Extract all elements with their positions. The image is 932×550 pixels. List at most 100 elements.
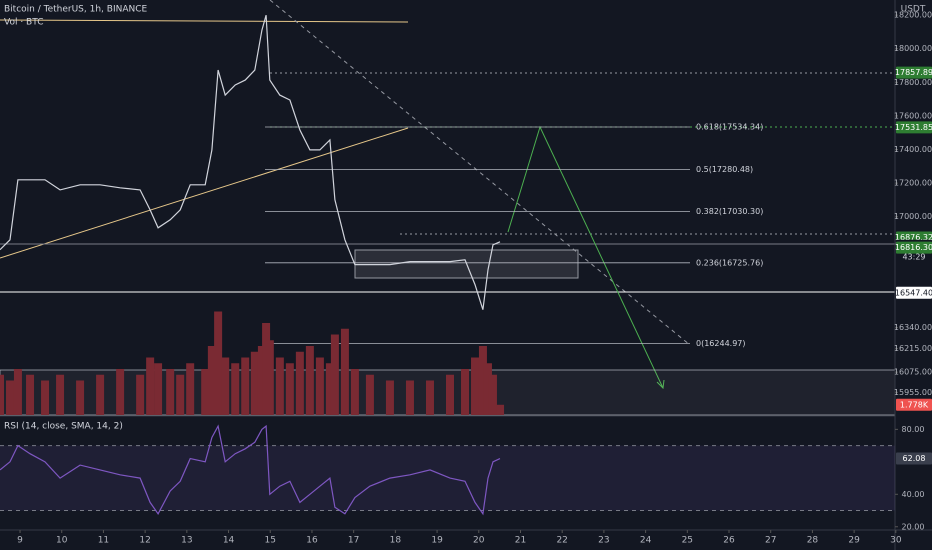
volume-bar — [285, 363, 294, 415]
y-tick-label: 80.00 — [902, 425, 925, 434]
y-tick-label: 17200.00 — [894, 179, 932, 188]
volume-bar — [250, 351, 259, 415]
x-tick-label: 12 — [139, 536, 150, 546]
volume-bar — [365, 374, 374, 415]
volume-bar — [96, 374, 105, 415]
x-tick-label: 16 — [306, 536, 318, 546]
volume-bar — [221, 357, 230, 415]
volume-bar — [385, 380, 394, 415]
fib-label: 0.382(17030.30) — [696, 207, 763, 216]
volume-bar — [201, 369, 210, 415]
volume-bar — [330, 334, 339, 415]
axis-unit: USDT — [901, 5, 926, 15]
series-line — [0, 424, 501, 516]
y-tick-label: 17400.00 — [894, 145, 932, 154]
y-tick-label: 16075.00 — [894, 368, 932, 377]
volume-bar — [207, 346, 216, 415]
trend-line — [0, 127, 409, 259]
trend-line — [0, 19, 409, 23]
x-tick-label: 23 — [598, 536, 609, 546]
price-tag-label: 17857.89 — [895, 68, 932, 77]
price-tag — [896, 241, 932, 254]
volume-bar — [425, 380, 434, 415]
volume-bar — [483, 363, 492, 415]
volume-bar — [0, 374, 4, 415]
y-tick-label: 20.00 — [902, 522, 925, 531]
volume-bar — [146, 357, 155, 415]
dashed-trend — [269, 0, 691, 346]
fib-label: 0.618(17534.34) — [696, 122, 763, 131]
x-tick-label: 27 — [765, 536, 776, 546]
volume-bar — [265, 340, 274, 415]
volume-bar — [446, 374, 455, 415]
price-tag-label: 16876.32 — [895, 233, 932, 242]
volume-bar — [76, 380, 85, 415]
price-tag — [896, 452, 932, 465]
volume-bar — [405, 380, 414, 415]
x-tick-label: 24 — [640, 536, 652, 546]
x-tick-label: 25 — [682, 536, 693, 546]
countdown: 43:29 — [902, 252, 925, 261]
y-tick-label: 18000.00 — [894, 44, 932, 53]
volume-bar — [315, 357, 324, 415]
volume-bar — [257, 346, 266, 415]
volume-bar — [6, 380, 15, 415]
y-tick-label: 16340.00 — [894, 323, 932, 332]
price-tag-label: 17531.85 — [895, 123, 932, 132]
volume-bar — [176, 374, 185, 415]
x-tick-label: 9 — [17, 536, 23, 546]
volume-bar — [26, 374, 35, 415]
x-tick-label: 26 — [723, 536, 735, 546]
rsi-title: RSI (14, close, SMA, 14, 2) — [4, 422, 123, 432]
x-tick-label: 30 — [890, 536, 902, 546]
volume-bar — [461, 369, 470, 415]
fib-label: 0(16244.97) — [696, 339, 746, 348]
y-tick-label: 18200.00 — [894, 11, 932, 20]
price-tag — [896, 121, 932, 134]
volume-bar — [350, 369, 359, 415]
volume-bar — [41, 380, 50, 415]
price-tag — [896, 286, 932, 299]
y-tick-label: 15955.00 — [894, 388, 932, 397]
x-tick-label: 28 — [807, 536, 819, 546]
projection-arrow — [656, 379, 665, 390]
volume-bar — [241, 357, 250, 415]
x-tick-label: 19 — [431, 536, 443, 546]
x-tick-label: 22 — [556, 536, 567, 546]
x-tick-label: 13 — [181, 536, 192, 546]
price-tag-label: 1.778K — [900, 400, 929, 409]
y-tick-label: 16215.00 — [894, 344, 932, 353]
x-tick-label: 11 — [98, 536, 109, 546]
y-tick-label: 17800.00 — [894, 78, 932, 87]
volume-bar — [214, 311, 223, 415]
price-tag — [896, 398, 932, 411]
volume-bar — [340, 328, 349, 415]
volume-bar — [186, 363, 195, 415]
volume-bar — [496, 404, 505, 415]
x-tick-label: 14 — [223, 536, 235, 546]
y-tick-label: 40.00 — [902, 490, 925, 499]
volume-bar — [166, 369, 175, 415]
volume-title: Vol · BTC — [4, 18, 43, 28]
price-tag-label: 16816.30 — [895, 243, 932, 252]
price-tag-label: 16547.40 — [895, 288, 932, 297]
volume-bar — [295, 351, 304, 415]
volume-bar — [154, 363, 163, 415]
volume-bar — [136, 374, 145, 415]
rsi-band — [0, 445, 895, 511]
volume-bar — [275, 357, 284, 415]
price-tag-label: 62.08 — [903, 454, 926, 463]
series-line — [0, 14, 501, 310]
x-tick-label: 10 — [56, 536, 68, 546]
x-tick-label: 20 — [473, 536, 485, 546]
x-tick-label: 21 — [515, 536, 526, 546]
price-tag — [896, 66, 932, 79]
volume-bar — [478, 346, 487, 415]
volume-bar — [116, 369, 125, 415]
x-tick-label: 18 — [390, 536, 402, 546]
volume-bar — [305, 346, 314, 415]
volume-bar — [325, 363, 334, 415]
x-tick-label: 15 — [265, 536, 276, 546]
